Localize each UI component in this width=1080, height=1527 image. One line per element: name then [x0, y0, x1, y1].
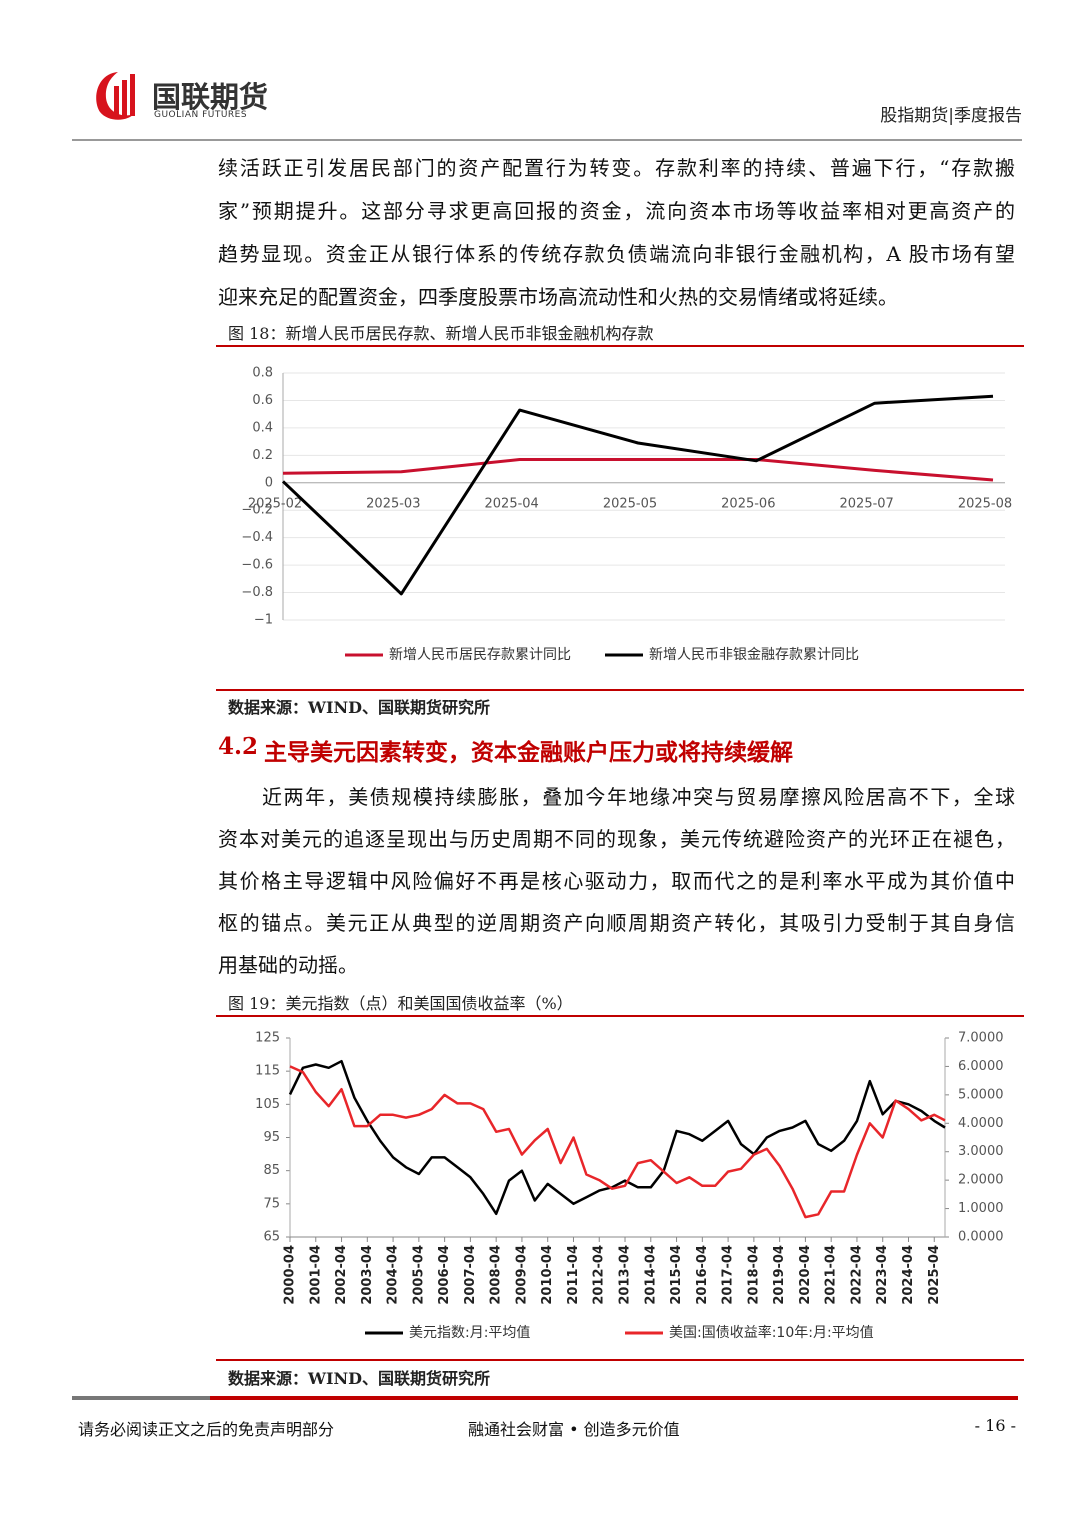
- x-tick-label: 2025-05: [603, 496, 657, 511]
- x-tick-label: 2005-04: [411, 1245, 426, 1305]
- x-tick-label: 2003-04: [360, 1245, 375, 1305]
- y-tick-label: 0: [265, 475, 273, 490]
- legend-label: 新增人民币非银金融存款累计同比: [649, 647, 859, 663]
- text-line: 家”预期提升。这部分寻求更高回报的资金，流向资本市场等收益率相对更高资产的: [218, 199, 1015, 223]
- x-tick-label: 2009-04: [514, 1245, 529, 1305]
- y2-tick-label: 5.0000: [958, 1087, 1004, 1102]
- y-tick-label: 115: [255, 1064, 280, 1079]
- text-line: 资本对美元的追逐呈现出与历史周期不同的现象，美元传统避险资产的光环正在褪色，: [218, 827, 1015, 851]
- x-tick-label: 2024-04: [901, 1245, 916, 1305]
- x-tick-label: 2016-04: [695, 1245, 710, 1305]
- text-line: 用基础的动摇。: [218, 953, 358, 977]
- x-tick-label: 2025-03: [366, 496, 420, 511]
- x-tick-label: 2023-04: [875, 1245, 890, 1305]
- logo-bar: [114, 86, 119, 116]
- x-tick-label: 2007-04: [463, 1245, 478, 1305]
- x-tick-label: 2014-04: [643, 1245, 658, 1305]
- x-tick-label: 2002-04: [334, 1245, 349, 1305]
- x-tick-label: 2025-07: [840, 496, 894, 511]
- figure-source: 数据来源：WIND、国联期货研究所: [228, 1369, 490, 1388]
- logo: [96, 72, 135, 120]
- y-tick-label: 75: [263, 1196, 280, 1211]
- logo-bar: [130, 74, 135, 116]
- report-type: 股指期货|季度报告: [880, 106, 1022, 126]
- x-tick-label: 2012-04: [592, 1245, 607, 1305]
- y-tick-label: 105: [255, 1097, 280, 1112]
- x-tick-label: 2025-04: [485, 496, 539, 511]
- text-line: 迎来充足的配置资金，四季度股票市场高流动性和火热的交易情绪或将延续。: [218, 285, 898, 309]
- slogan: 融通社会财富 • 创造多元价值: [468, 1420, 680, 1439]
- x-tick-label: 2001-04: [308, 1245, 323, 1305]
- x-tick-label: 2004-04: [386, 1245, 401, 1305]
- y-tick-label: 0.8: [252, 366, 273, 381]
- y2-tick-label: 6.0000: [958, 1059, 1004, 1074]
- y2-tick-label: 4.0000: [958, 1116, 1004, 1131]
- section-number: 4.2: [218, 733, 259, 760]
- x-tick-label: 2020-04: [798, 1245, 813, 1305]
- page-number: - 16 -: [974, 1416, 1016, 1435]
- x-tick-label: 2022-04: [849, 1245, 864, 1305]
- text-line: 其价格主导逻辑中风险偏好不再是核心驱动力，取而代之的是利率水平成为其价值中: [218, 869, 1015, 893]
- y-tick-label: −1: [254, 613, 273, 628]
- x-tick-label: 2019-04: [772, 1245, 787, 1305]
- y-tick-label: −0.6: [241, 558, 273, 573]
- brand-en: GUOLIAN FUTURES: [154, 110, 248, 120]
- x-tick-label: 2025-08: [958, 496, 1012, 511]
- y-tick-label: 125: [255, 1031, 280, 1046]
- legend-label: 美元指数:月:平均值: [409, 1325, 530, 1341]
- y2-tick-label: 3.0000: [958, 1144, 1004, 1159]
- x-tick-label: 2013-04: [618, 1245, 633, 1305]
- x-tick-label: 2021-04: [824, 1245, 839, 1305]
- logo-bar: [122, 80, 127, 116]
- series-line: [288, 1059, 946, 1216]
- y2-tick-label: 2.0000: [958, 1173, 1004, 1188]
- text-line: 趋势显现。资金正从银行体系的传统存款负债端流向非银行金融机构，A 股市场有望: [218, 242, 1015, 266]
- section-title: 主导美元因素转变，资本金融账户压力或将持续缓解: [264, 739, 793, 766]
- x-tick-label: 2025-06: [721, 496, 775, 511]
- y-tick-label: 0.4: [252, 420, 273, 435]
- x-tick-label: 2008-04: [489, 1245, 504, 1305]
- x-tick-label: 2006-04: [437, 1245, 452, 1305]
- y2-tick-label: 1.0000: [958, 1201, 1004, 1216]
- series-line: [281, 394, 994, 596]
- series-line: [282, 458, 994, 482]
- x-tick-label: 2018-04: [746, 1245, 761, 1305]
- text-line: 枢的锚点。美元正从典型的逆周期资产向顺周期资产转化，其吸引力受制于其自身信: [218, 911, 1015, 935]
- series-line: [289, 1065, 946, 1219]
- text-line: 近两年，美债规模持续膨胀，叠加今年地缘冲突与贸易摩擦风险居高不下，全球: [262, 785, 1015, 809]
- legend-label: 美国:国债收益率:10年:月:平均值: [669, 1324, 874, 1341]
- figure-caption: 图 19：美元指数（点）和美国国债收益率（%）: [228, 994, 573, 1013]
- y-tick-label: −0.8: [241, 585, 273, 600]
- logo-swoosh: [96, 72, 134, 120]
- x-tick-label: 2010-04: [540, 1245, 555, 1305]
- y-tick-label: 0.6: [252, 393, 273, 408]
- x-tick-label: 2025-02: [248, 496, 302, 511]
- text-line: 续活跃正引发居民部门的资产配置行为转变。存款利率的持续、普遍下行，“存款搬: [218, 156, 1015, 180]
- y-tick-label: −0.4: [241, 530, 273, 545]
- y2-tick-label: 0.0000: [958, 1230, 1004, 1245]
- y-tick-label: 95: [263, 1130, 280, 1145]
- legend-label: 新增人民币居民存款累计同比: [389, 647, 571, 663]
- x-tick-label: 2011-04: [566, 1245, 581, 1305]
- figure-caption: 图 18：新增人民币居民存款、新增人民币非银金融机构存款: [228, 324, 654, 343]
- disclaimer: 请务必阅读正文之后的免责声明部分: [78, 1420, 335, 1439]
- y-tick-label: 85: [263, 1163, 280, 1178]
- y-tick-label: 65: [263, 1230, 280, 1245]
- x-tick-label: 2017-04: [721, 1245, 736, 1305]
- x-tick-label: 2015-04: [669, 1245, 684, 1305]
- brand: 国联期货: [152, 80, 269, 114]
- y2-tick-label: 7.0000: [958, 1031, 1004, 1046]
- y-tick-label: −0.2: [241, 503, 273, 518]
- x-tick-label: 2000-04: [283, 1245, 298, 1305]
- figure-source: 数据来源：WIND、国联期货研究所: [228, 698, 490, 717]
- x-tick-label: 2025-04: [927, 1245, 942, 1305]
- y-tick-label: 0.2: [252, 448, 273, 463]
